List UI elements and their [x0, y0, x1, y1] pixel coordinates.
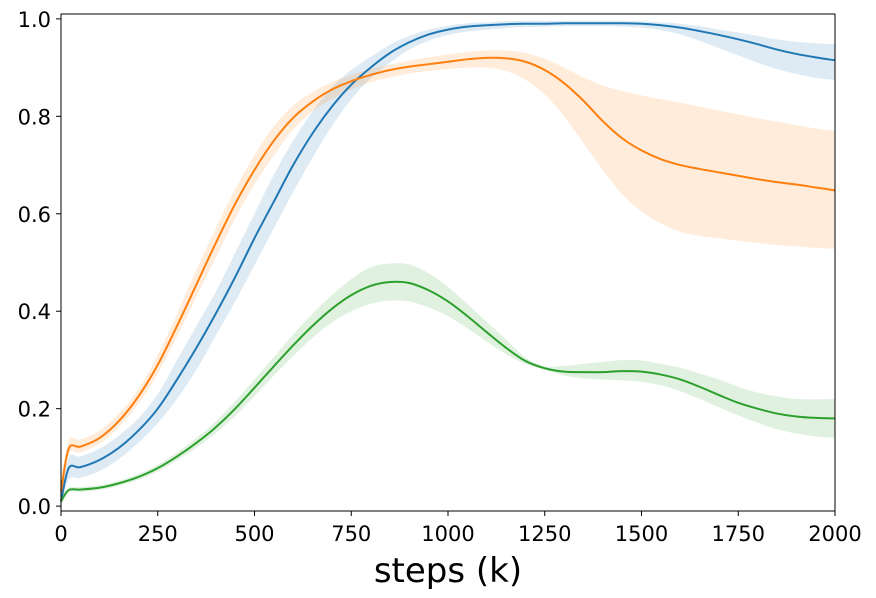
- x-tick-label: 1750: [712, 522, 765, 546]
- y-tick-label: 0.4: [18, 300, 51, 324]
- y-axis-ticks: 0.0 0.2 0.4 0.6 0.8 1.0: [18, 8, 61, 519]
- confidence-bands: [61, 20, 835, 507]
- series-lines: [60, 22, 836, 502]
- x-axis-ticks: 0 250 500 750 1000 1250 1500 1750 2000: [54, 511, 862, 546]
- y-tick-label: 0.2: [18, 398, 51, 422]
- x-tick-label: 250: [138, 522, 178, 546]
- x-tick-label: 750: [331, 522, 371, 546]
- x-tick-label: 2000: [808, 522, 861, 546]
- band-green: [61, 263, 835, 507]
- y-tick-label: 1.0: [18, 8, 51, 32]
- x-tick-label: 500: [234, 522, 274, 546]
- x-tick-label: 0: [54, 522, 67, 546]
- x-tick-label: 1000: [421, 522, 474, 546]
- series-line-green: [60, 280, 836, 502]
- x-axis-label: steps (k): [374, 551, 522, 591]
- y-tick-label: 0.8: [18, 105, 51, 129]
- series-line-blue: [60, 22, 836, 502]
- x-tick-label: 1250: [518, 522, 571, 546]
- y-tick-label: 0.6: [18, 203, 51, 227]
- series-line-orange: [60, 56, 836, 492]
- band-orange: [61, 50, 835, 507]
- y-tick-label: 0.0: [18, 495, 51, 519]
- x-tick-label: 1500: [615, 522, 668, 546]
